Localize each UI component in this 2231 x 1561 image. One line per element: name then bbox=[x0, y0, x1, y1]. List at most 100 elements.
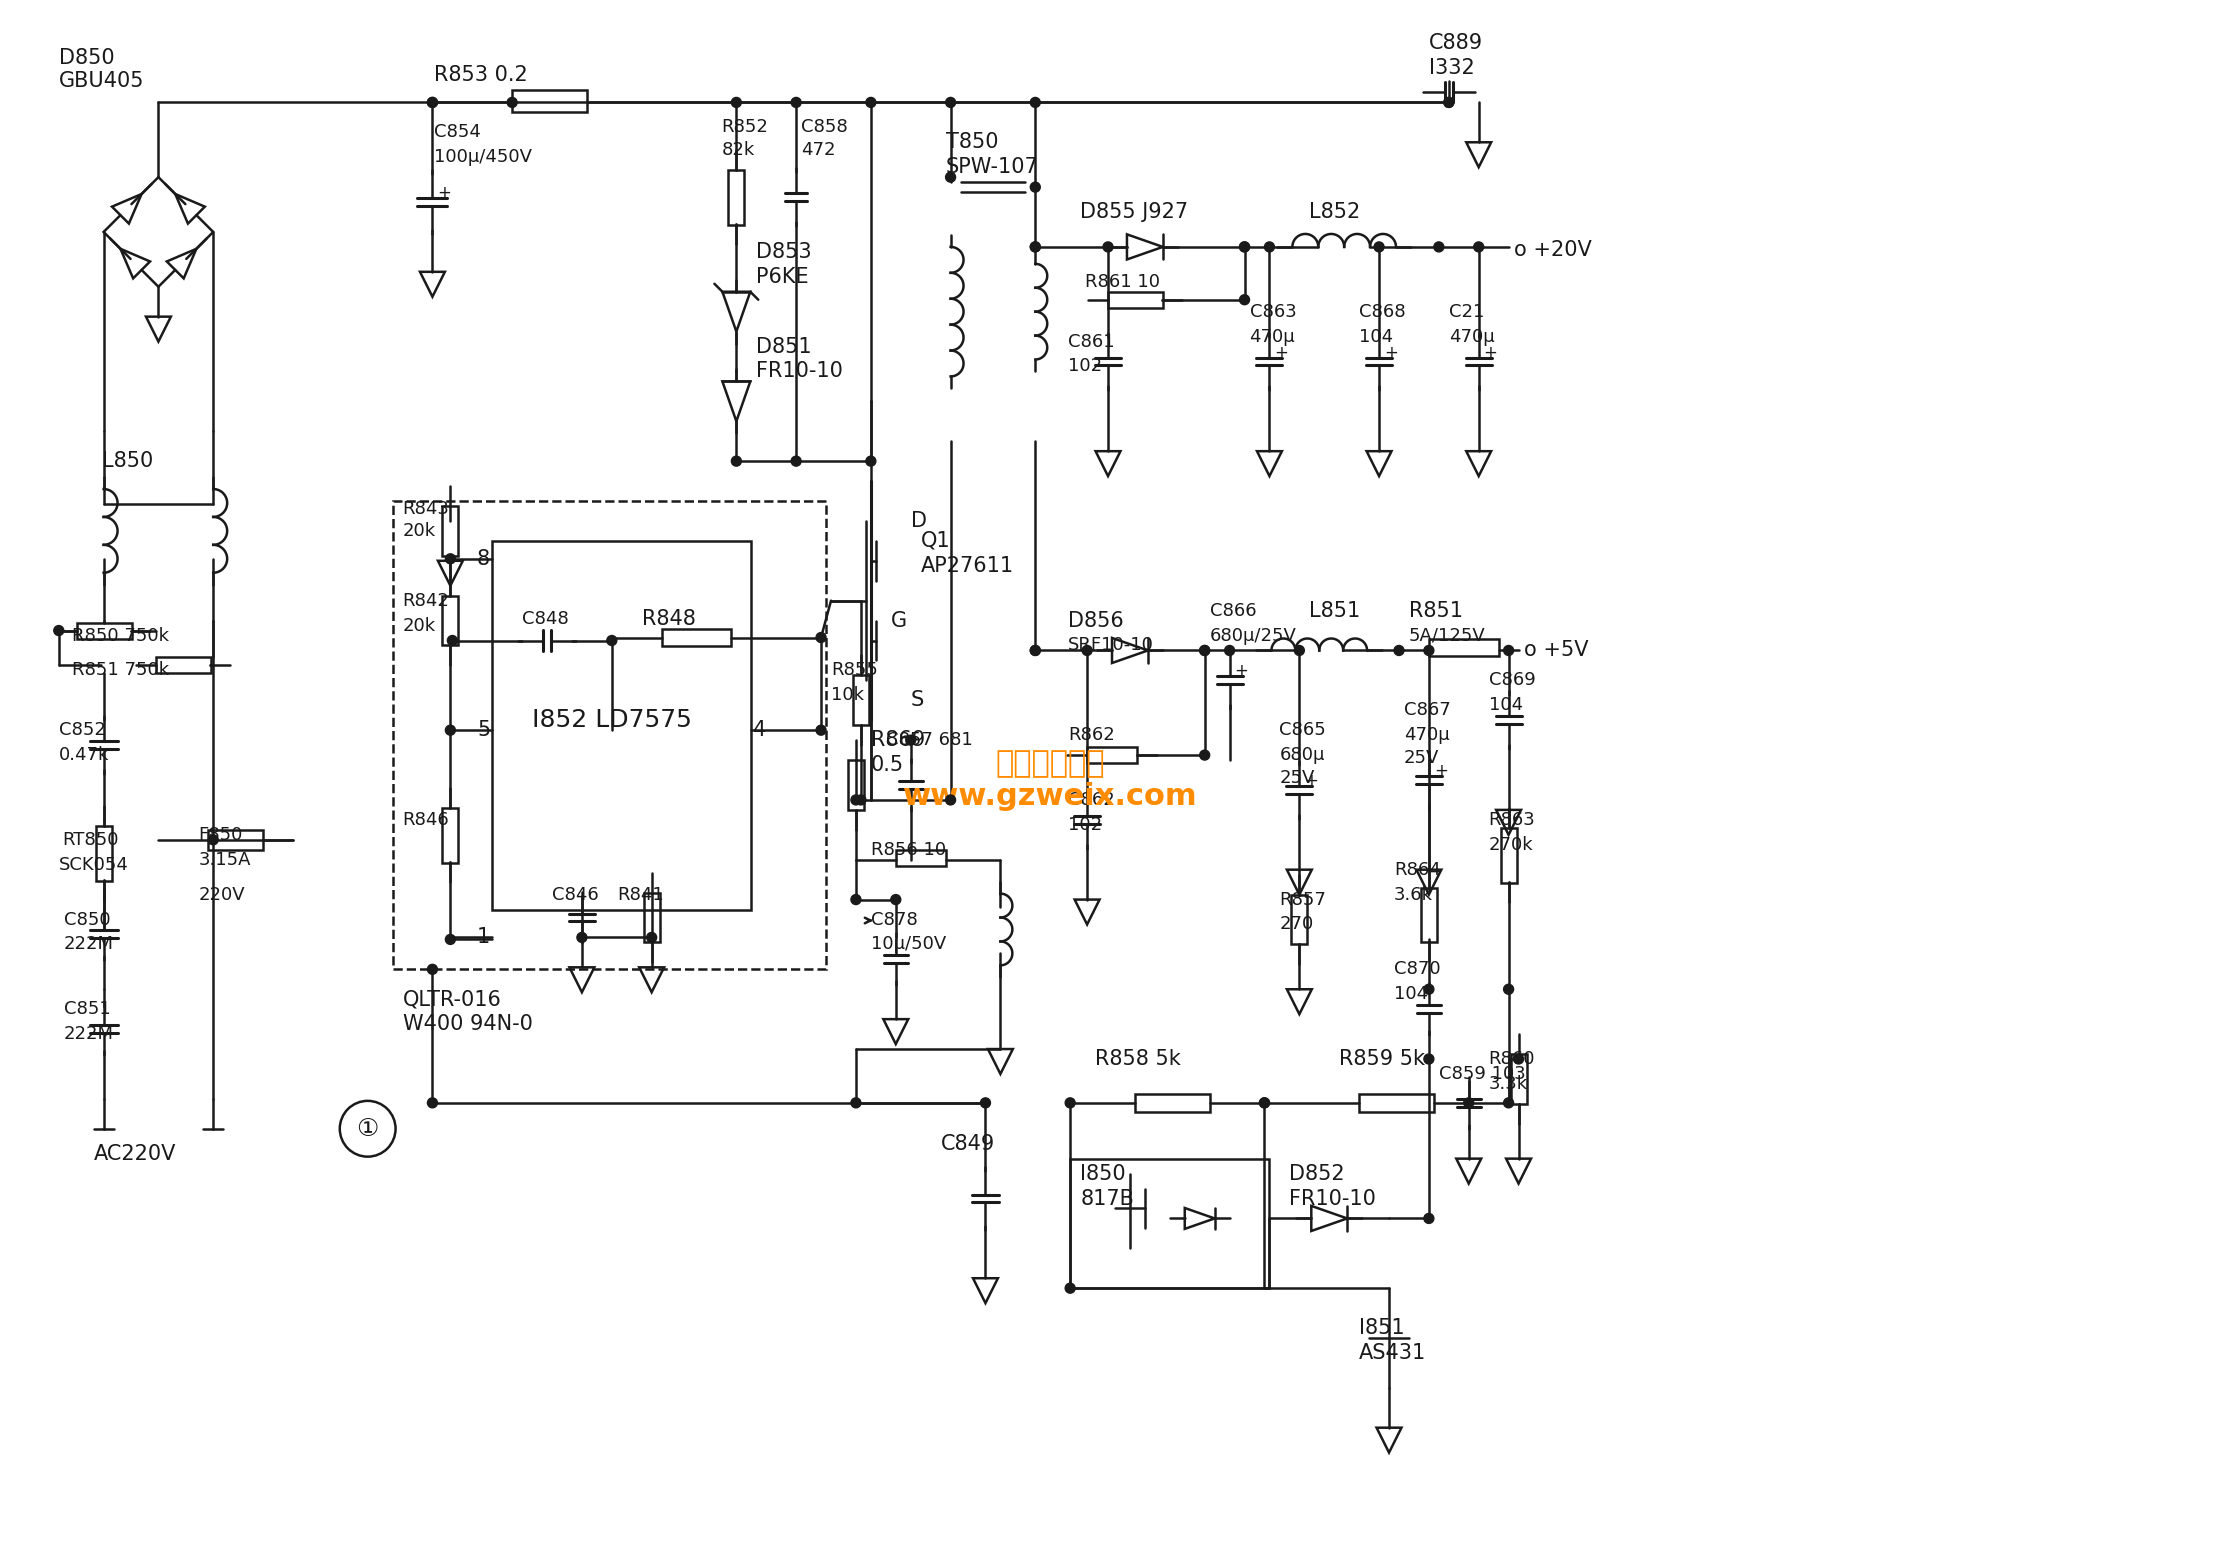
Circle shape bbox=[428, 97, 437, 108]
Bar bbox=[1109, 292, 1162, 308]
Circle shape bbox=[1294, 646, 1305, 656]
Circle shape bbox=[1225, 646, 1234, 656]
Text: 104: 104 bbox=[1488, 696, 1524, 715]
Text: D851: D851 bbox=[756, 337, 812, 356]
Text: I851: I851 bbox=[1359, 1317, 1406, 1338]
Text: C878: C878 bbox=[870, 910, 917, 929]
Text: 680μ/25V: 680μ/25V bbox=[1209, 626, 1296, 645]
Text: QLTR-016: QLTR-016 bbox=[402, 990, 502, 1010]
Text: R846: R846 bbox=[402, 810, 448, 829]
Circle shape bbox=[446, 554, 455, 564]
Text: AS431: AS431 bbox=[1359, 1342, 1426, 1363]
Text: 3.6k: 3.6k bbox=[1394, 885, 1432, 904]
Text: C867: C867 bbox=[1403, 701, 1450, 720]
Text: C851: C851 bbox=[65, 1001, 112, 1018]
Text: +: + bbox=[437, 184, 451, 201]
Circle shape bbox=[1374, 242, 1383, 251]
Bar bbox=[1428, 638, 1499, 657]
Circle shape bbox=[1064, 1097, 1075, 1108]
Text: R855: R855 bbox=[830, 662, 877, 679]
Bar bbox=[848, 760, 863, 810]
Text: 220V: 220V bbox=[199, 885, 245, 904]
Text: 5: 5 bbox=[477, 720, 491, 740]
Circle shape bbox=[1504, 646, 1513, 656]
Circle shape bbox=[1064, 1283, 1075, 1293]
Circle shape bbox=[428, 965, 437, 974]
Text: 470μ: 470μ bbox=[1249, 328, 1296, 345]
Circle shape bbox=[448, 635, 457, 646]
Bar bbox=[852, 676, 868, 726]
Text: 3.15A: 3.15A bbox=[199, 851, 250, 869]
Text: R859 5k: R859 5k bbox=[1339, 1049, 1426, 1069]
Text: 1: 1 bbox=[477, 927, 491, 948]
Text: D856: D856 bbox=[1069, 610, 1124, 631]
Text: FR10-10: FR10-10 bbox=[756, 362, 843, 381]
Circle shape bbox=[1031, 646, 1040, 656]
Circle shape bbox=[647, 932, 656, 943]
Bar bbox=[1359, 1094, 1435, 1111]
Text: C865: C865 bbox=[1278, 721, 1325, 740]
Text: 82k: 82k bbox=[721, 140, 754, 159]
Text: 10μ/50V: 10μ/50V bbox=[870, 935, 946, 954]
Circle shape bbox=[1504, 985, 1513, 994]
Circle shape bbox=[1031, 646, 1040, 656]
Circle shape bbox=[857, 795, 866, 805]
Circle shape bbox=[1261, 1097, 1269, 1108]
Text: +: + bbox=[1383, 343, 1399, 362]
Text: C863: C863 bbox=[1249, 303, 1296, 320]
Text: C21: C21 bbox=[1448, 303, 1484, 320]
Circle shape bbox=[1102, 242, 1113, 251]
Circle shape bbox=[850, 795, 861, 805]
Text: 472: 472 bbox=[801, 140, 837, 159]
Text: 817B: 817B bbox=[1080, 1188, 1133, 1208]
Text: C848: C848 bbox=[522, 610, 569, 628]
Circle shape bbox=[1504, 1097, 1513, 1108]
Text: 0.5: 0.5 bbox=[870, 756, 904, 776]
Text: +: + bbox=[1234, 662, 1249, 681]
Text: 0.47k: 0.47k bbox=[58, 746, 109, 763]
Circle shape bbox=[850, 1097, 861, 1108]
Circle shape bbox=[732, 97, 741, 108]
Circle shape bbox=[1423, 1213, 1435, 1224]
Text: R851: R851 bbox=[1410, 601, 1464, 621]
Bar bbox=[1292, 894, 1307, 944]
Circle shape bbox=[792, 97, 801, 108]
Text: R856 10: R856 10 bbox=[870, 841, 946, 859]
Text: L850: L850 bbox=[103, 451, 154, 471]
Text: R843: R843 bbox=[402, 500, 448, 518]
Text: F850: F850 bbox=[199, 826, 243, 845]
Circle shape bbox=[54, 626, 65, 635]
Text: D855 J927: D855 J927 bbox=[1080, 201, 1189, 222]
Text: C870: C870 bbox=[1394, 960, 1441, 979]
Text: C852: C852 bbox=[58, 721, 105, 740]
Text: FR10-10: FR10-10 bbox=[1290, 1188, 1377, 1208]
Text: D850: D850 bbox=[58, 47, 114, 67]
Text: I332: I332 bbox=[1428, 58, 1475, 78]
Circle shape bbox=[850, 894, 861, 904]
Bar bbox=[442, 506, 457, 556]
Circle shape bbox=[207, 835, 219, 845]
Text: C858: C858 bbox=[801, 119, 848, 136]
Text: L851: L851 bbox=[1310, 601, 1361, 621]
Text: +: + bbox=[1435, 762, 1448, 780]
Text: L852: L852 bbox=[1310, 201, 1361, 222]
Text: C869: C869 bbox=[1488, 671, 1535, 690]
Circle shape bbox=[1423, 985, 1435, 994]
Text: G: G bbox=[890, 610, 908, 631]
Circle shape bbox=[578, 932, 587, 943]
Text: P6KE: P6KE bbox=[756, 267, 810, 287]
Text: R852: R852 bbox=[721, 119, 767, 136]
Text: o +5V: o +5V bbox=[1524, 640, 1588, 660]
Text: C889: C889 bbox=[1428, 33, 1484, 53]
Circle shape bbox=[1031, 97, 1040, 108]
Text: 8: 8 bbox=[477, 549, 491, 568]
Bar bbox=[493, 540, 752, 910]
Circle shape bbox=[906, 735, 915, 745]
Text: R858 5k: R858 5k bbox=[1095, 1049, 1180, 1069]
Text: 10k: 10k bbox=[830, 687, 863, 704]
Text: 25V: 25V bbox=[1278, 770, 1314, 787]
Circle shape bbox=[866, 456, 877, 467]
Text: R842: R842 bbox=[402, 592, 448, 610]
Text: SCK054: SCK054 bbox=[58, 855, 129, 874]
Text: 3.3k: 3.3k bbox=[1488, 1076, 1528, 1093]
